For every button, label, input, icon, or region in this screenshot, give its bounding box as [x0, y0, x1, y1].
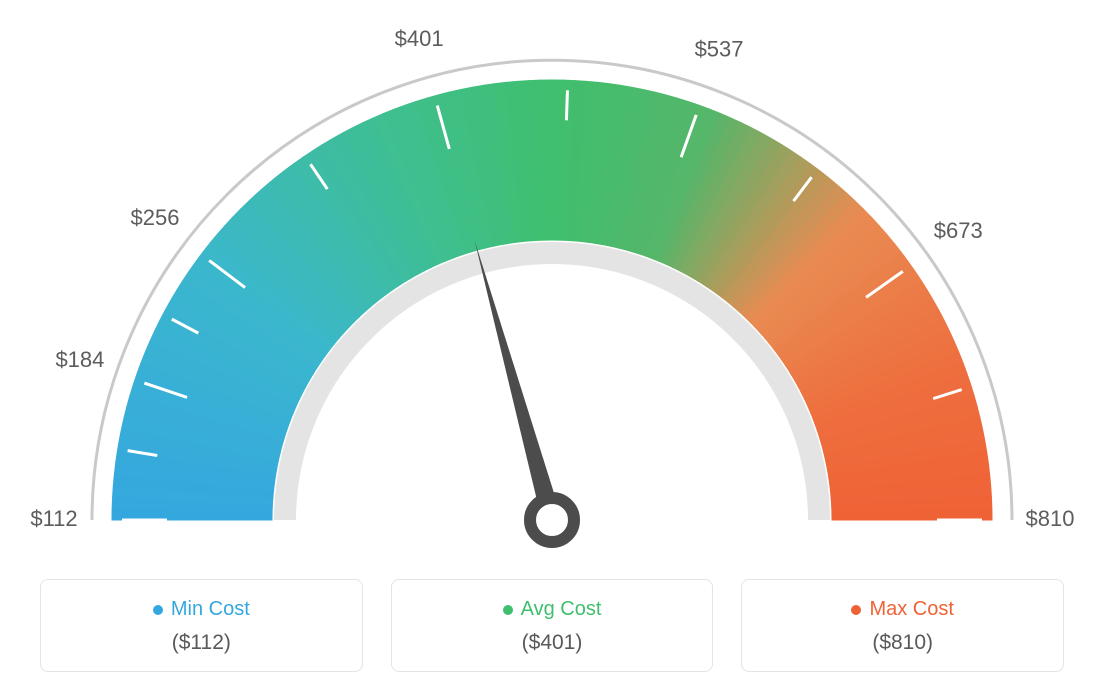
cost-gauge: $112 $184 $256 $401 $537 $673 $810	[0, 0, 1104, 560]
legend-label-min: Min Cost	[171, 598, 250, 621]
legend-dot-avg	[503, 605, 513, 615]
tick-label: $537	[695, 37, 744, 62]
gauge-needle-hub	[530, 498, 574, 542]
legend-label-avg: Avg Cost	[521, 598, 602, 621]
tick-label: $256	[131, 205, 180, 230]
legend-row: Min Cost ($112) Avg Cost ($401) Max Cost…	[0, 579, 1104, 672]
tick-label: $112	[30, 506, 77, 531]
legend-dot-max	[851, 605, 861, 615]
legend-dot-min	[153, 605, 163, 615]
gauge-svg: $112 $184 $256 $401 $537 $673 $810	[0, 0, 1104, 560]
legend-value-max: ($810)	[752, 631, 1053, 655]
legend-title-max: Max Cost	[851, 598, 953, 621]
legend-value-min: ($112)	[51, 631, 352, 655]
tick-label: $810	[1026, 506, 1075, 531]
legend-title-min: Min Cost	[153, 598, 250, 621]
gauge-needle	[475, 241, 562, 523]
legend-card-max: Max Cost ($810)	[741, 579, 1064, 672]
legend-label-max: Max Cost	[869, 598, 953, 621]
legend-card-min: Min Cost ($112)	[40, 579, 363, 672]
legend-title-avg: Avg Cost	[503, 598, 602, 621]
tick-label: $673	[934, 218, 983, 243]
tick-label: $184	[55, 347, 104, 372]
tick-label: $401	[395, 26, 444, 51]
gauge-arc	[112, 80, 992, 520]
legend-card-avg: Avg Cost ($401)	[391, 579, 714, 672]
legend-value-avg: ($401)	[402, 631, 703, 655]
